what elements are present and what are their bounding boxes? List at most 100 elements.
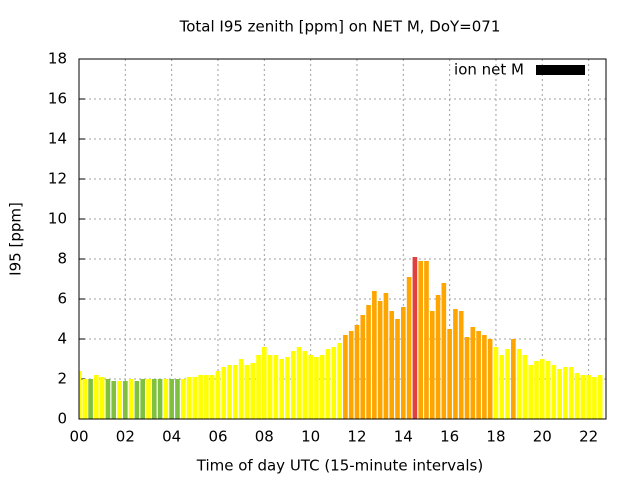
bar [511,339,516,419]
bar [487,339,493,419]
bar [435,295,441,419]
bar [406,277,412,419]
bar [99,377,105,419]
bar [233,365,238,419]
bar [337,343,342,419]
bar [88,379,93,419]
x-axis-label: Time of day UTC (15-minute intervals) [196,457,483,475]
bars [79,257,603,419]
bar [464,337,470,419]
bar [250,363,256,419]
bar [314,357,319,419]
bar [331,347,337,419]
bar [441,283,447,419]
bar [215,371,221,419]
bar [134,381,140,419]
bar [262,347,267,419]
bar [227,365,232,419]
bar [302,351,308,419]
legend-swatch [536,65,585,75]
bar [117,381,122,419]
bar [279,359,285,419]
bar [79,371,82,419]
bar [105,379,111,419]
bar [586,375,591,419]
bar [175,379,180,419]
bar [157,379,163,419]
bar [551,365,557,419]
bar [539,359,545,419]
x-tick-label: 08 [255,428,274,446]
y-axis-label: I95 [ppm] [7,202,25,276]
bar [343,335,348,419]
y-tick-label: 14 [48,130,67,148]
bar [285,357,290,419]
bar [140,379,146,419]
bar [151,379,157,419]
bar [597,375,603,419]
bar [528,365,534,419]
legend-label: ion net M [454,61,524,79]
x-tick-label: 14 [394,428,413,446]
bar [400,307,406,419]
bar [238,359,244,419]
bar [209,375,215,419]
y-tick-label: 2 [57,370,67,388]
bar [366,305,371,419]
y-tick-label: 10 [48,210,67,228]
bar [146,379,151,419]
bar [377,301,383,419]
bar [482,335,487,419]
y-tick-label: 4 [57,330,67,348]
x-tick-label: 22 [579,428,598,446]
bar [204,375,209,419]
bar [267,355,273,419]
bar [186,377,192,419]
y-tick-label: 12 [48,170,67,188]
bar [534,361,539,419]
x-tick-label: 06 [208,428,227,446]
bar [522,355,528,419]
bar [296,347,302,419]
bar [163,379,169,419]
y-tick-label: 0 [57,410,67,428]
bar [180,379,186,419]
x-tick-label: 02 [116,428,135,446]
bar [563,367,568,419]
bar [574,373,580,419]
x-tick-label: 18 [486,428,505,446]
bar [360,315,366,419]
bar [447,329,452,419]
x-tick-label: 16 [440,428,459,446]
plot-frame [78,58,607,420]
bar [458,311,464,419]
bar [568,367,574,419]
bar [273,355,279,419]
y-tick-label: 6 [57,290,67,308]
bar [383,293,389,419]
bar [308,355,313,419]
x-tick-label: 12 [347,428,366,446]
x-tick-label: 04 [162,428,181,446]
bar [389,311,395,419]
bar [499,355,505,419]
bar [348,331,354,419]
bar [325,349,331,419]
bar [470,327,476,419]
bar [123,381,128,419]
bar [244,365,250,419]
bar [221,367,227,419]
bar [169,379,174,419]
bar [412,257,418,419]
bar [128,379,134,419]
y-tick-label: 8 [57,250,67,268]
bar [192,377,198,419]
bar [256,355,261,419]
bar [453,309,458,419]
bar [476,331,481,419]
bar [354,325,360,419]
x-tick-label: 00 [69,428,88,446]
bar [94,375,99,419]
bar [418,261,423,419]
